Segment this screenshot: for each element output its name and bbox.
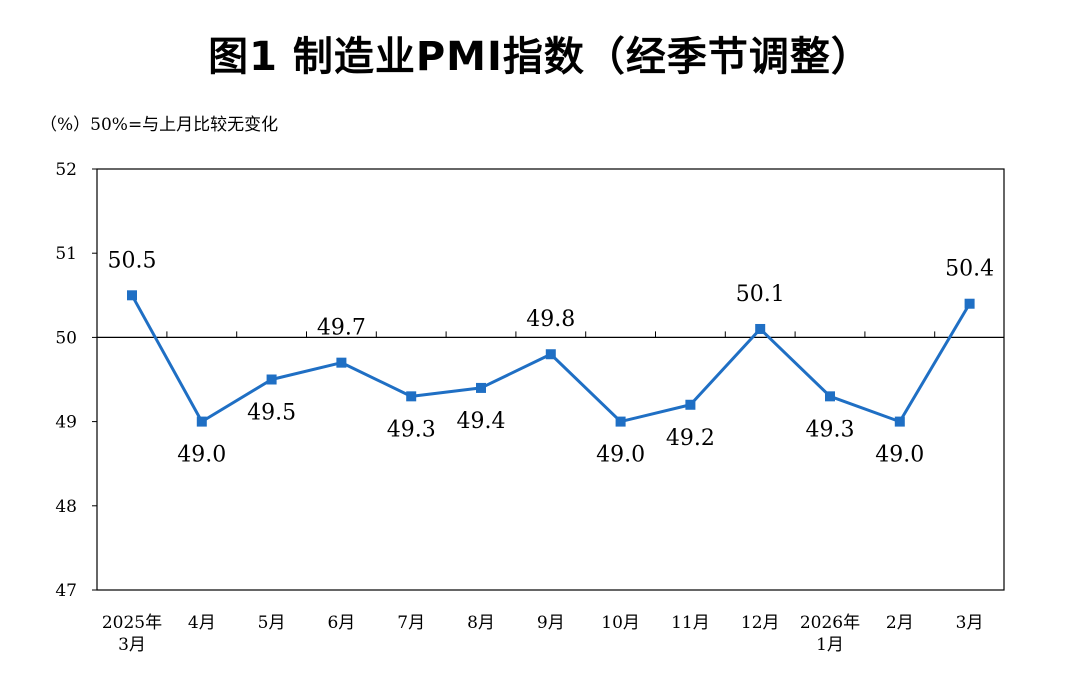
data-point — [825, 391, 835, 402]
data-label: 49.0 — [596, 443, 645, 468]
x-tick-label: 6月 — [327, 613, 355, 633]
x-tick-label: 3月 — [956, 613, 984, 633]
data-label: 49.0 — [875, 443, 924, 468]
x-tick-label: 9月 — [537, 613, 565, 633]
data-label: 50.1 — [736, 282, 785, 307]
data-label: 49.3 — [806, 417, 855, 442]
data-label: 49.5 — [247, 401, 296, 426]
y-tick-label: 48 — [55, 497, 77, 517]
x-tick-label: 12月 — [741, 613, 780, 633]
y-tick-label: 49 — [55, 413, 77, 433]
data-point — [894, 416, 905, 427]
x-tick-label: 1月 — [816, 635, 844, 655]
data-point — [964, 298, 975, 309]
x-tick-label: 10月 — [601, 613, 640, 633]
data-label: 49.4 — [457, 409, 506, 434]
x-tick-label: 8月 — [467, 613, 495, 633]
data-point — [406, 391, 417, 402]
data-point — [615, 416, 626, 427]
x-tick-label: 7月 — [397, 613, 425, 633]
data-label: 50.4 — [945, 257, 994, 282]
y-tick-label: 51 — [55, 244, 77, 264]
data-label: 49.8 — [526, 307, 575, 332]
data-label: 49.3 — [387, 417, 436, 442]
data-label: 50.5 — [108, 248, 157, 273]
x-tick-label: 2026年 — [800, 613, 860, 633]
x-tick-label: 4月 — [188, 613, 216, 633]
x-tick-label: 5月 — [258, 613, 286, 633]
x-tick-label: 2月 — [886, 613, 914, 633]
y-tick-label: 47 — [55, 581, 77, 601]
data-point — [127, 290, 137, 301]
y-tick-label: 52 — [55, 160, 77, 180]
data-point — [266, 374, 277, 385]
data-label: 49.0 — [177, 443, 226, 468]
y-tick-label: 50 — [55, 328, 77, 348]
data-point — [336, 357, 347, 368]
data-point — [755, 323, 766, 334]
data-label: 49.7 — [317, 316, 366, 341]
data-point — [476, 382, 486, 393]
chart-title: 图1 制造业PMI指数（经季节调整） — [208, 34, 872, 80]
plot-frame — [96, 168, 1005, 591]
data-point — [685, 399, 696, 410]
x-tick-label: 2025年 — [102, 613, 162, 633]
data-label: 49.2 — [666, 426, 715, 451]
unit-note: （%）50%=与上月比较无变化 — [40, 115, 279, 135]
x-tick-label: 3月 — [118, 635, 146, 655]
data-point — [545, 349, 556, 360]
x-tick-label: 11月 — [671, 613, 710, 633]
data-point — [196, 416, 207, 427]
